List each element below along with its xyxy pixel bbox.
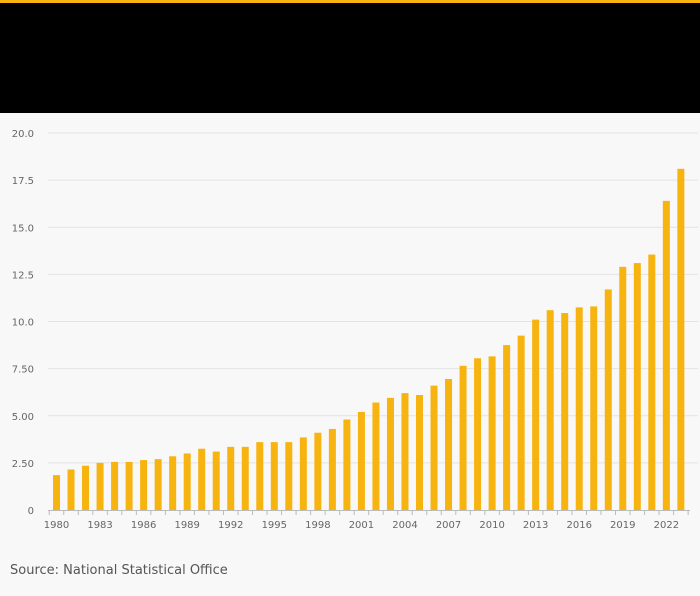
bar: [227, 446, 235, 510]
bar: [67, 469, 75, 510]
bar: [82, 465, 90, 510]
bar: [532, 319, 540, 510]
bar: [561, 313, 569, 510]
x-tick-label: 2010: [479, 520, 504, 531]
bar: [619, 266, 627, 510]
y-axis-tick-labels: 0 2.50 5.00 7.50 10.0 12.5 15.0 17.5 20.0: [12, 129, 34, 517]
x-tick-label: 1998: [305, 520, 330, 531]
bar: [503, 345, 511, 510]
x-tick-label: 2016: [566, 520, 591, 531]
bar: [474, 358, 482, 510]
bar: [328, 428, 336, 510]
x-tick-label: 1983: [87, 520, 112, 531]
bar: [357, 411, 365, 510]
bar: [343, 419, 351, 510]
x-tick-label: 1989: [174, 520, 199, 531]
bar: [183, 453, 191, 510]
bar: [416, 395, 423, 510]
x-axis: [48, 510, 690, 515]
x-axis-tick-labels: 1980 1983 1986 1989 1992 1995 1998 2001 2004 2007…: [44, 520, 679, 531]
bar: [590, 306, 598, 510]
y-tick-label: 5.00: [12, 412, 34, 423]
x-tick-label: 1995: [262, 520, 287, 531]
bar: [270, 442, 278, 510]
bar: [604, 289, 612, 510]
bar: [677, 168, 685, 510]
bar: [154, 459, 162, 510]
bar: [633, 263, 641, 510]
bar: [430, 385, 438, 510]
bar: [285, 442, 293, 510]
source-note: Source: National Statistical Office: [10, 563, 228, 578]
bar: [212, 451, 220, 510]
bar: [299, 437, 307, 510]
header-banner: [0, 3, 700, 113]
bar: [96, 462, 104, 511]
y-tick-label: 20.0: [12, 129, 34, 140]
bar: [314, 432, 322, 510]
bar: [662, 200, 670, 511]
x-tick-label: 2004: [392, 520, 417, 531]
bar: [546, 310, 554, 510]
bar: [517, 335, 525, 510]
y-tick-label: 15.0: [12, 223, 34, 234]
bar: [111, 461, 119, 510]
bar: [140, 460, 148, 510]
bar: [488, 356, 496, 510]
x-tick-label: 2019: [610, 520, 635, 531]
x-tick-label: 1986: [131, 520, 156, 531]
bars: [53, 168, 685, 511]
bar: [53, 475, 60, 510]
bar: [125, 461, 133, 510]
bar: [575, 307, 583, 510]
y-tick-label: 17.5: [12, 176, 34, 187]
x-tick-label: 2013: [523, 520, 548, 531]
y-tick-label: 0: [28, 506, 34, 517]
top-accent-bar: [0, 0, 700, 3]
bar: [198, 448, 206, 510]
bar: [386, 397, 394, 510]
bar: [372, 402, 380, 510]
y-tick-label: 10.0: [12, 318, 34, 329]
bar: [401, 393, 409, 510]
bar: [169, 456, 177, 510]
bar: [459, 365, 467, 510]
x-tick-label: 2007: [436, 520, 461, 531]
x-tick-label: 1992: [218, 520, 243, 531]
bar: [256, 442, 264, 510]
y-tick-label: 12.5: [12, 270, 34, 281]
x-tick-label: 2022: [654, 520, 679, 531]
x-tick-label: 1980: [44, 520, 69, 531]
y-tick-label: 7.50: [12, 365, 34, 376]
gridlines: [48, 132, 698, 464]
bar: [241, 446, 249, 510]
x-tick-label: 2001: [349, 520, 374, 531]
bar: [445, 378, 453, 510]
y-tick-label: 2.50: [12, 459, 34, 470]
bar: [648, 254, 656, 510]
